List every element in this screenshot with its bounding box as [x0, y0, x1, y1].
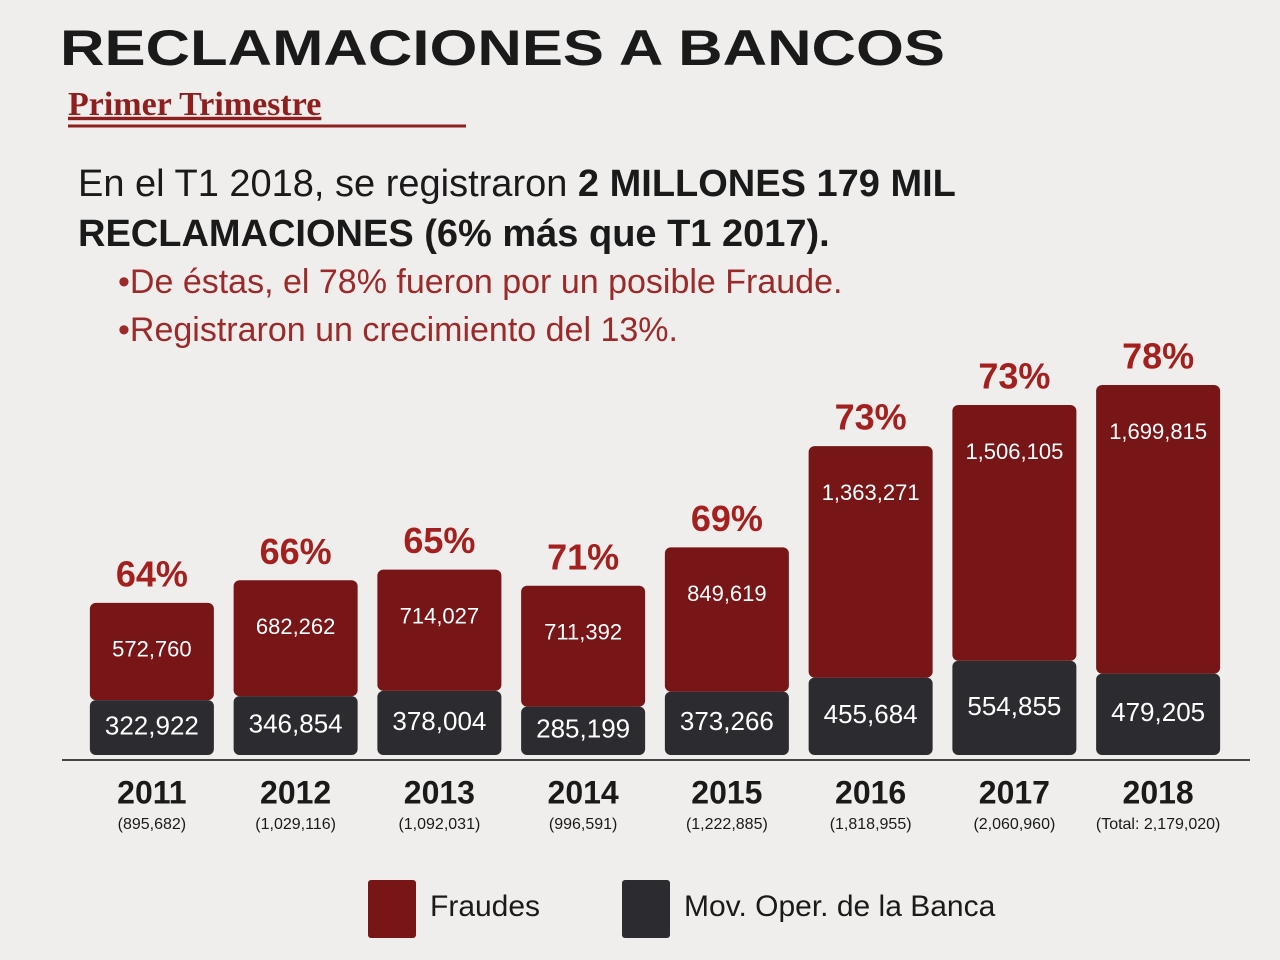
share-label: 73% — [835, 397, 907, 438]
x-tick-label: 2016 — [835, 774, 906, 810]
legend-label: Mov. Oper. de la Banca — [684, 890, 996, 923]
bar-segment — [377, 569, 502, 691]
bar-segment — [952, 660, 1077, 755]
share-label: 64% — [116, 553, 188, 594]
data-label: 554,855 — [967, 691, 1061, 721]
bar-segment — [377, 690, 502, 755]
bar-segment — [664, 691, 789, 755]
data-label: 285,199 — [536, 714, 630, 744]
x-tick-label: 2012 — [260, 774, 331, 810]
share-label: 69% — [691, 498, 763, 539]
x-tick-label: 2011 — [117, 774, 186, 810]
bar-segment — [808, 677, 933, 755]
intro-line-2: RECLAMACIONES (6% más que T1 2017). — [78, 213, 830, 255]
data-label: 682,262 — [256, 614, 336, 639]
data-label: 849,619 — [687, 581, 767, 606]
bar-segment — [521, 585, 646, 707]
data-label: 1,699,815 — [1109, 419, 1207, 444]
data-label: 714,027 — [400, 603, 480, 628]
data-label: 479,205 — [1111, 697, 1205, 727]
share-label: 65% — [403, 520, 475, 561]
chart-title: RECLAMACIONES A BANCOS — [60, 20, 945, 76]
bar-segment — [952, 405, 1077, 661]
bullet: •Registraron un crecimiento del 13%. — [118, 311, 678, 349]
bar-segment — [89, 700, 214, 755]
bullet: •De éstas, el 78% fueron por un posible … — [118, 263, 842, 301]
share-label: 73% — [978, 356, 1050, 397]
chart-subtitle: Primer Trimestre — [68, 86, 321, 123]
x-tick-label: 2013 — [404, 774, 475, 810]
total-label: (1,092,031) — [398, 816, 480, 833]
legend-swatch — [368, 880, 416, 938]
intro-bold: 2 MILLONES 179 MIL — [578, 163, 956, 205]
share-label: 78% — [1122, 336, 1194, 377]
legend-swatch — [622, 880, 670, 938]
total-label: (Total: 2,179,020) — [1096, 816, 1221, 833]
data-label: 322,922 — [105, 710, 199, 740]
data-label: 378,004 — [392, 706, 486, 736]
data-label: 572,760 — [112, 637, 192, 662]
total-label: (1,222,885) — [686, 816, 768, 833]
total-label: (1,818,955) — [830, 816, 912, 833]
share-label: 71% — [547, 536, 619, 577]
bar-segment — [664, 547, 789, 692]
x-tick-label: 2015 — [691, 774, 762, 810]
total-label: (996,591) — [549, 816, 618, 833]
bar-segment — [521, 706, 646, 755]
total-label: (895,682) — [118, 816, 187, 833]
data-label: 455,684 — [824, 699, 918, 729]
data-label: 1,363,271 — [822, 480, 920, 505]
data-label: 711,392 — [544, 620, 622, 645]
bar-segment — [233, 580, 358, 697]
x-tick-label: 2017 — [979, 774, 1050, 810]
total-label: (1,029,116) — [255, 816, 336, 833]
intro-text: En el T1 2018, se registraron — [78, 163, 578, 205]
legend-label: Fraudes — [430, 890, 540, 923]
share-label: 66% — [260, 531, 332, 572]
data-label: 346,854 — [249, 708, 343, 738]
bar-segment — [233, 696, 358, 755]
x-tick-label: 2014 — [548, 774, 619, 810]
intro-line-1: En el T1 2018, se registraron 2 MILLONES… — [78, 163, 956, 205]
data-label: 373,266 — [680, 706, 774, 736]
x-tick-label: 2018 — [1123, 774, 1194, 810]
bar-segment — [808, 446, 933, 678]
bar-segment — [1096, 673, 1221, 755]
bar-segment — [1096, 385, 1221, 674]
bar-segment — [89, 602, 214, 701]
total-label: (2,060,960) — [973, 816, 1055, 833]
data-label: 1,506,105 — [965, 439, 1063, 464]
